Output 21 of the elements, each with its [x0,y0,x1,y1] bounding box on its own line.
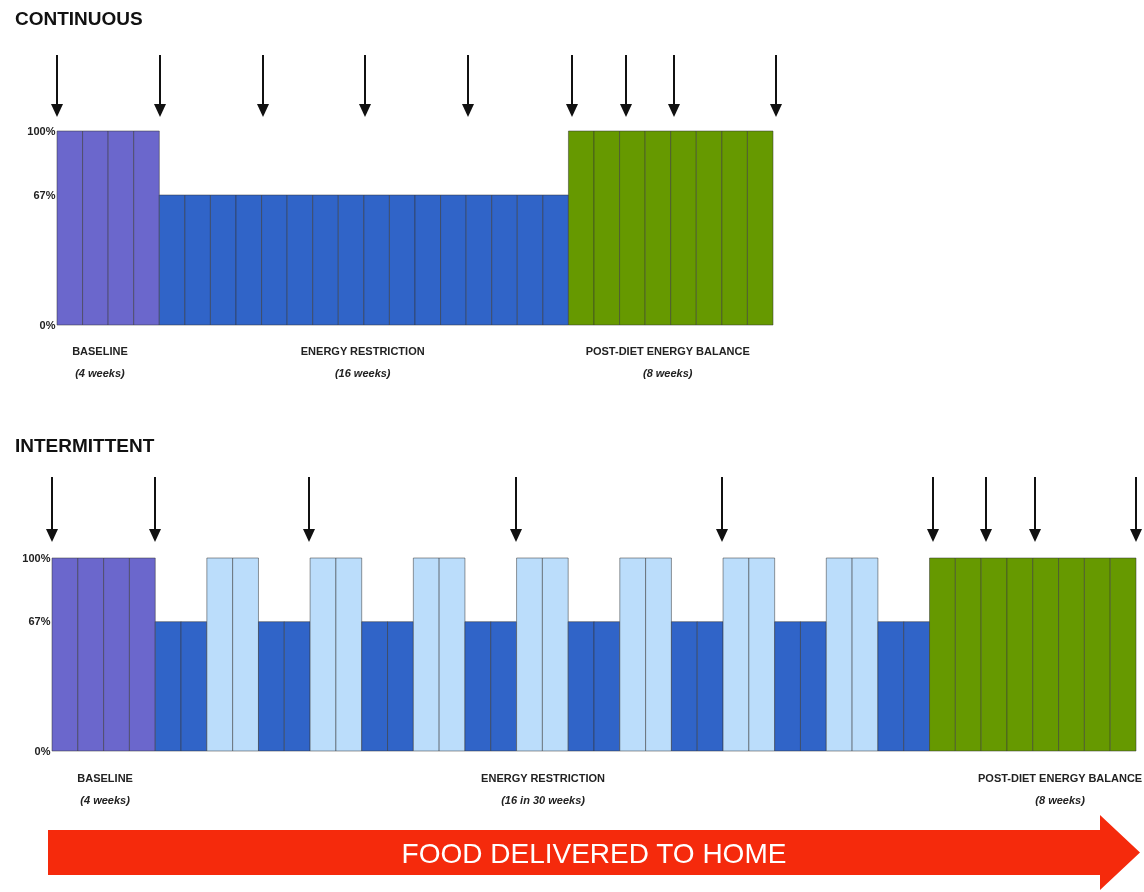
text: POST-DIET ENERGY BALANCE [585,345,750,357]
chart-title: CONTINUOUS [15,8,143,30]
text: (16 in 30 weeks) [501,794,585,806]
y-tick-label: 0% [34,744,51,757]
text: BASELINE [77,772,133,784]
y-tick-label: 0% [39,318,56,331]
text: (8 weeks) [642,367,693,379]
y-tick-label: 100% [22,551,51,564]
text: FOOD DELIVERED TO HOME [401,837,787,869]
text: BASELINE [72,345,128,357]
y-tick-label: 67% [33,188,56,201]
text: (4 weeks) [80,794,130,806]
text: POST-DIET ENERGY BALANCE [978,772,1143,784]
text: (4 weeks) [75,367,125,379]
text: ENERGY RESTRICTION [300,345,425,357]
y-tick-label: 67% [28,615,51,628]
text: (8 weeks) [1035,794,1085,806]
text: ENERGY RESTRICTION [481,772,605,784]
chart-title: INTERMITTENT [15,435,155,457]
text: (16 weeks) [334,367,391,379]
y-tick-label: 100% [27,124,56,137]
